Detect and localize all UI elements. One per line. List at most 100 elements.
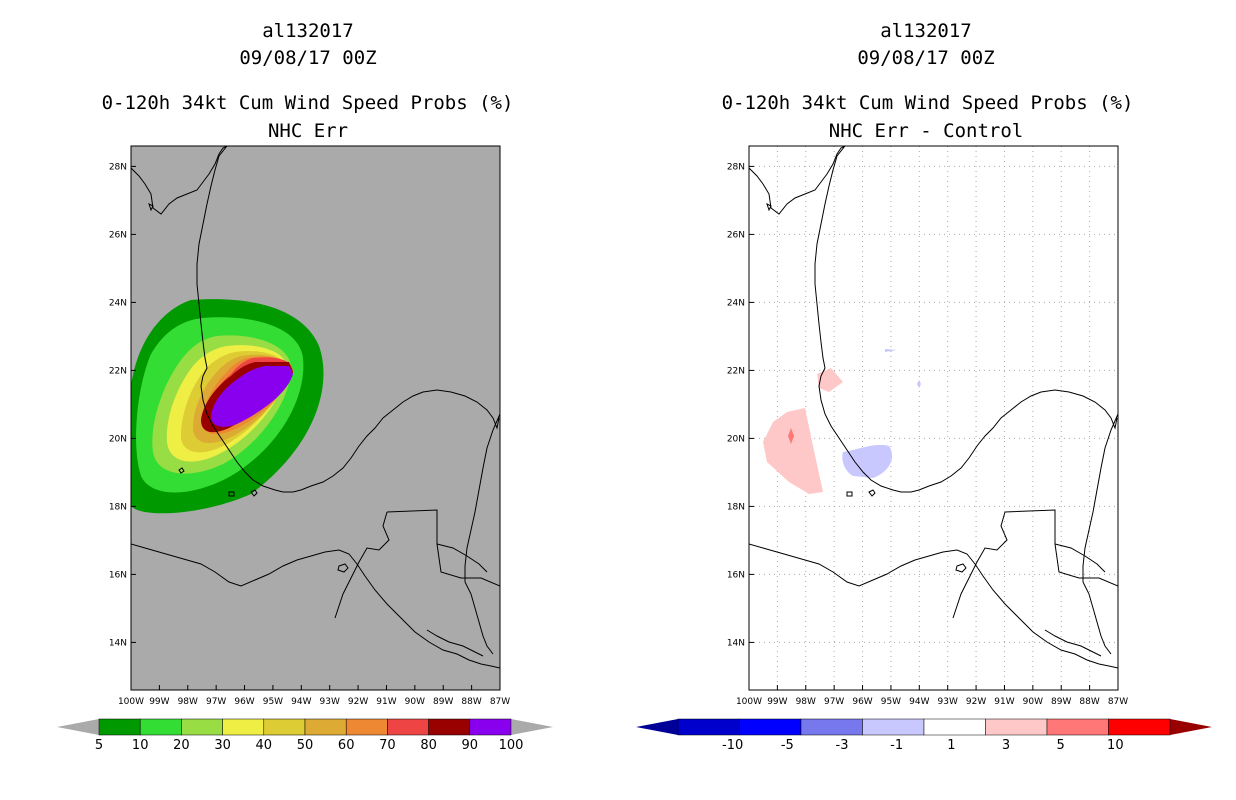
colorbar-label: 3 (1002, 738, 1010, 753)
lon-tick-label: 93W (320, 697, 340, 707)
colorbar-label: 60 (338, 738, 355, 753)
colorbar-label: 90 (462, 738, 479, 753)
colorbar-swatch (98, 718, 141, 736)
lat-tick-label: 18N (727, 502, 745, 512)
left-map: 100W 99W 98W 97W 96W 95W 94W 93W 92W 91W 90W 89W 88W… (109, 145, 510, 707)
lon-tick-label: 94W (291, 697, 311, 707)
lon-tick-label: 100W (118, 697, 144, 707)
lon-tick-label: 88W (461, 697, 481, 707)
lon-tick-label: 87W (490, 697, 510, 707)
lat-tick-label: 26N (109, 230, 127, 240)
right-colorbar: -10 -5 -3 -1 1 3 5 10 (636, 718, 1212, 753)
colorbar-low-arrow (57, 719, 99, 735)
colorbar-swatch (387, 718, 429, 736)
lon-tick-label: 87W (1108, 697, 1128, 707)
right-map-background (749, 146, 1118, 690)
lon-tick-label: 89W (433, 697, 453, 707)
colorbar-swatch (739, 718, 802, 736)
lat-tick-label: 24N (109, 298, 127, 308)
colorbar-swatch (345, 718, 388, 736)
lat-tick-label: 24N (727, 298, 745, 308)
diff-positive-area-2 (817, 368, 843, 392)
colorbar-low-arrow (636, 719, 678, 735)
lat-tick-label: 28N (109, 162, 127, 172)
colorbar-swatch (1046, 718, 1109, 736)
colorbar-swatch (469, 718, 512, 736)
colorbar-label: 80 (420, 738, 437, 753)
colorbar-swatch (923, 718, 986, 736)
colorbar-swatch (1108, 718, 1171, 736)
colorbar-label: 70 (379, 738, 396, 753)
lon-tick-label: 97W (206, 697, 226, 707)
lon-tick-label: 91W (994, 697, 1014, 707)
lat-tick-label: 26N (727, 230, 745, 240)
lat-tick-label: 22N (109, 366, 127, 376)
lon-tick-label: 93W (938, 697, 958, 707)
lat-tick-label: 18N (109, 502, 127, 512)
colorbar-label: 10 (1107, 738, 1124, 753)
right-difference-contours (763, 349, 921, 494)
diff-negative-area-1 (842, 444, 893, 478)
lon-tick-label: 92W (966, 697, 986, 707)
colorbar-label: -10 (722, 738, 743, 753)
colorbar-high-arrow (511, 719, 553, 735)
diff-negative-area-3 (917, 380, 921, 388)
lat-tick-label: 14N (727, 638, 745, 648)
colorbar-swatch (985, 718, 1048, 736)
left-axis-ticks: 100W 99W 98W 97W 96W 95W 94W 93W 92W 91W 90W 89W 88W… (109, 162, 510, 707)
lon-tick-label: 94W (909, 697, 929, 707)
lon-tick-label: 92W (348, 697, 368, 707)
right-axis-ticks: 100W 99W 98W 97W 96W 95W 94W 93W 92W 91W 90W 89W 88W… (727, 162, 1128, 707)
lon-tick-label: 91W (376, 697, 396, 707)
right-subtitle: NHC Err - Control (828, 120, 1024, 142)
lon-tick-label: 90W (405, 697, 425, 707)
lon-tick-label: 98W (796, 697, 816, 707)
diff-positive-peak (788, 428, 794, 444)
lon-tick-label: 99W (767, 697, 787, 707)
lat-tick-label: 16N (109, 570, 127, 580)
lat-tick-label: 14N (109, 638, 127, 648)
colorbar-label: 50 (297, 738, 314, 753)
lon-tick-label: 97W (824, 697, 844, 707)
colorbar-swatch (222, 718, 265, 736)
lon-tick-label: 98W (178, 697, 198, 707)
left-storm-id: al132017 (262, 20, 354, 42)
lon-tick-label: 96W (852, 697, 872, 707)
right-storm-id: al132017 (880, 20, 972, 42)
lat-tick-label: 22N (727, 366, 745, 376)
lon-tick-label: 100W (736, 697, 762, 707)
left-probability-contours (131, 299, 324, 514)
lon-tick-label: 99W (149, 697, 169, 707)
colorbar-label: 40 (256, 738, 273, 753)
colorbar-swatch (862, 718, 925, 736)
lat-tick-label: 20N (727, 434, 745, 444)
lat-tick-label: 16N (727, 570, 745, 580)
right-datetime: 09/08/17 00Z (857, 47, 995, 69)
right-map: 100W 99W 98W 97W 96W 95W 94W 93W 92W 91W 90W 89W 88W… (727, 145, 1128, 707)
colorbar-swatch (139, 718, 182, 736)
lon-tick-label: 90W (1023, 697, 1043, 707)
left-product-title: 0-120h 34kt Cum Wind Speed Probs (%) (101, 92, 514, 114)
colorbar-swatch (428, 718, 471, 736)
diff-negative-area-2 (885, 349, 897, 352)
lon-tick-label: 88W (1079, 697, 1099, 707)
colorbar-label: -5 (781, 738, 794, 753)
colorbar-swatch (677, 718, 740, 736)
left-subtitle: NHC Err (267, 120, 349, 142)
lon-tick-label: 95W (263, 697, 283, 707)
lat-tick-label: 28N (727, 162, 745, 172)
colorbar-label: -1 (890, 738, 903, 753)
colorbar-swatch (263, 718, 306, 736)
colorbar-label: -3 (836, 738, 849, 753)
right-product-title: 0-120h 34kt Cum Wind Speed Probs (%) (721, 92, 1134, 114)
colorbar-label: 20 (173, 738, 190, 753)
colorbar-label: 5 (95, 738, 103, 753)
lon-tick-label: 95W (881, 697, 901, 707)
colorbar-swatch (304, 718, 347, 736)
left-datetime: 09/08/17 00Z (239, 47, 377, 69)
lon-tick-label: 96W (234, 697, 254, 707)
colorbar-swatch (181, 718, 223, 736)
colorbar-label: 100 (499, 738, 524, 753)
colorbar-swatch (800, 718, 863, 736)
